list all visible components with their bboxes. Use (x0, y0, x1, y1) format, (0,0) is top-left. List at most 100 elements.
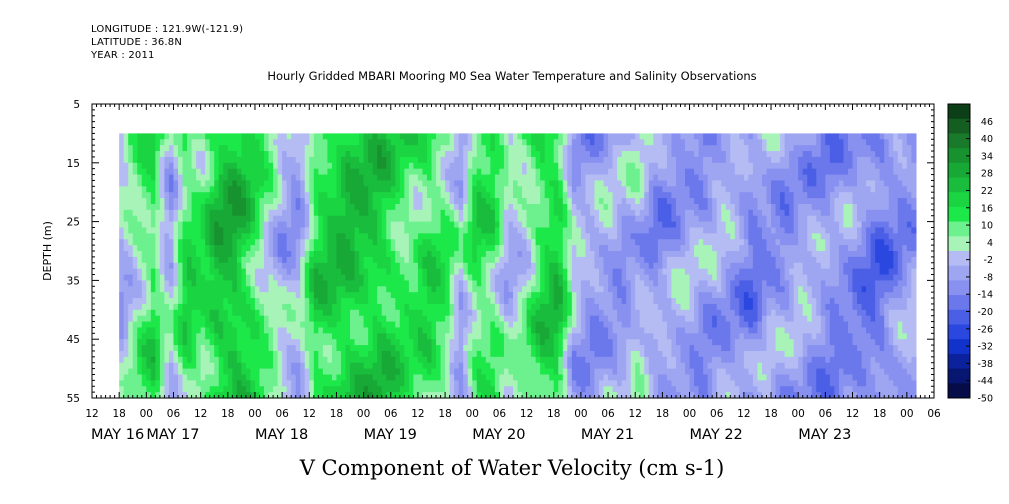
heatmap-cell (268, 356, 274, 364)
heatmap-cell (553, 309, 559, 317)
heatmap-cell (490, 298, 496, 305)
heatmap-cell (517, 221, 523, 229)
heatmap-cell (304, 286, 310, 293)
heatmap-cell (580, 221, 587, 229)
heatmap-cell (558, 145, 564, 152)
heatmap-cell (336, 174, 342, 182)
heatmap-cell (150, 286, 156, 293)
heatmap-cell (363, 268, 369, 276)
heatmap-cell (562, 292, 568, 299)
heatmap-cell (259, 168, 265, 176)
heatmap-cell (594, 251, 600, 258)
heatmap-cell (517, 280, 523, 287)
heatmap-cell (513, 156, 519, 164)
heatmap-cell (368, 233, 374, 240)
heatmap-cell (300, 345, 306, 352)
heatmap-cell (345, 186, 351, 193)
heatmap-cell (173, 251, 179, 258)
heatmap-cell (603, 298, 609, 305)
heatmap-cell (617, 374, 623, 381)
heatmap-cell (141, 215, 147, 223)
heatmap-cell (381, 209, 387, 217)
heatmap-cell (408, 345, 415, 352)
heatmap-cell (331, 215, 338, 223)
heatmap-cell (522, 345, 528, 352)
heatmap-cell (232, 392, 238, 399)
heatmap-cell (454, 321, 460, 329)
heatmap-cell (300, 192, 306, 199)
heatmap-cell (363, 345, 369, 352)
heatmap-cell (458, 374, 464, 381)
heatmap-cell (381, 227, 387, 234)
heatmap-cell (599, 139, 605, 146)
heatmap-cell (517, 392, 523, 399)
heatmap-cell (485, 333, 491, 340)
heatmap-cell (599, 151, 605, 158)
heatmap-cell (535, 315, 541, 323)
heatmap-cell (531, 215, 537, 223)
heatmap-cell (594, 233, 600, 240)
heatmap-cell (250, 251, 256, 258)
heatmap-cell (481, 245, 487, 252)
heatmap-cell (232, 227, 238, 234)
heatmap-cell (168, 333, 175, 340)
heatmap-cell (250, 209, 256, 217)
heatmap-cell (436, 151, 442, 158)
heatmap-cell (499, 233, 505, 240)
heatmap-cell (603, 198, 609, 205)
heatmap-cell (544, 186, 550, 193)
heatmap-cell (422, 221, 428, 229)
heatmap-cell (472, 268, 478, 276)
heatmap-cell (395, 392, 401, 399)
heatmap-cell (413, 251, 419, 258)
heatmap-cell (467, 286, 473, 293)
heatmap-cell (141, 368, 147, 376)
heatmap-cell (277, 362, 283, 370)
heatmap-cell (513, 174, 519, 182)
heatmap-cell (390, 251, 396, 258)
heatmap-cell (368, 392, 374, 399)
heatmap-cell (422, 156, 428, 164)
heatmap-cell (472, 156, 478, 164)
heatmap-cell (259, 345, 265, 352)
heatmap-cell (476, 221, 482, 229)
heatmap-cell (449, 221, 455, 229)
heatmap-cell (173, 174, 179, 182)
heatmap-cell (381, 245, 387, 252)
heatmap-cell (594, 303, 600, 311)
heatmap-cell (132, 192, 138, 199)
heatmap-cell (603, 192, 609, 199)
heatmap-cell (549, 345, 555, 352)
heatmap-cell (612, 274, 618, 281)
heatmap-cell (196, 350, 202, 358)
heatmap-cell (485, 133, 491, 140)
heatmap-cell (481, 156, 487, 164)
heatmap-cell (227, 350, 233, 358)
heatmap-cell (458, 286, 464, 293)
heatmap-cell (128, 333, 134, 340)
heatmap-cell (227, 303, 233, 311)
heatmap-cell (580, 292, 587, 299)
heatmap-cell (264, 198, 270, 205)
heatmap-cell (390, 256, 396, 264)
heatmap-cell (526, 356, 532, 364)
heatmap-cell (490, 245, 496, 252)
heatmap-cell (187, 139, 193, 146)
heatmap-cell (431, 186, 437, 193)
heatmap-cell (245, 156, 252, 164)
heatmap-cell (463, 186, 469, 193)
heatmap-cell (236, 180, 242, 187)
heatmap-cell (291, 292, 297, 299)
heatmap-cell (390, 350, 396, 358)
heatmap-cell (218, 256, 224, 264)
heatmap-cell (146, 298, 152, 305)
heatmap-cell (531, 280, 537, 287)
heatmap-cell (571, 380, 577, 387)
heatmap-cell (304, 292, 310, 299)
heatmap-cell (413, 262, 419, 270)
heatmap-cell (404, 280, 410, 287)
heatmap-cell (327, 327, 333, 334)
heatmap-cell (567, 221, 573, 229)
heatmap-cell (372, 333, 378, 340)
heatmap-cell (449, 203, 455, 211)
